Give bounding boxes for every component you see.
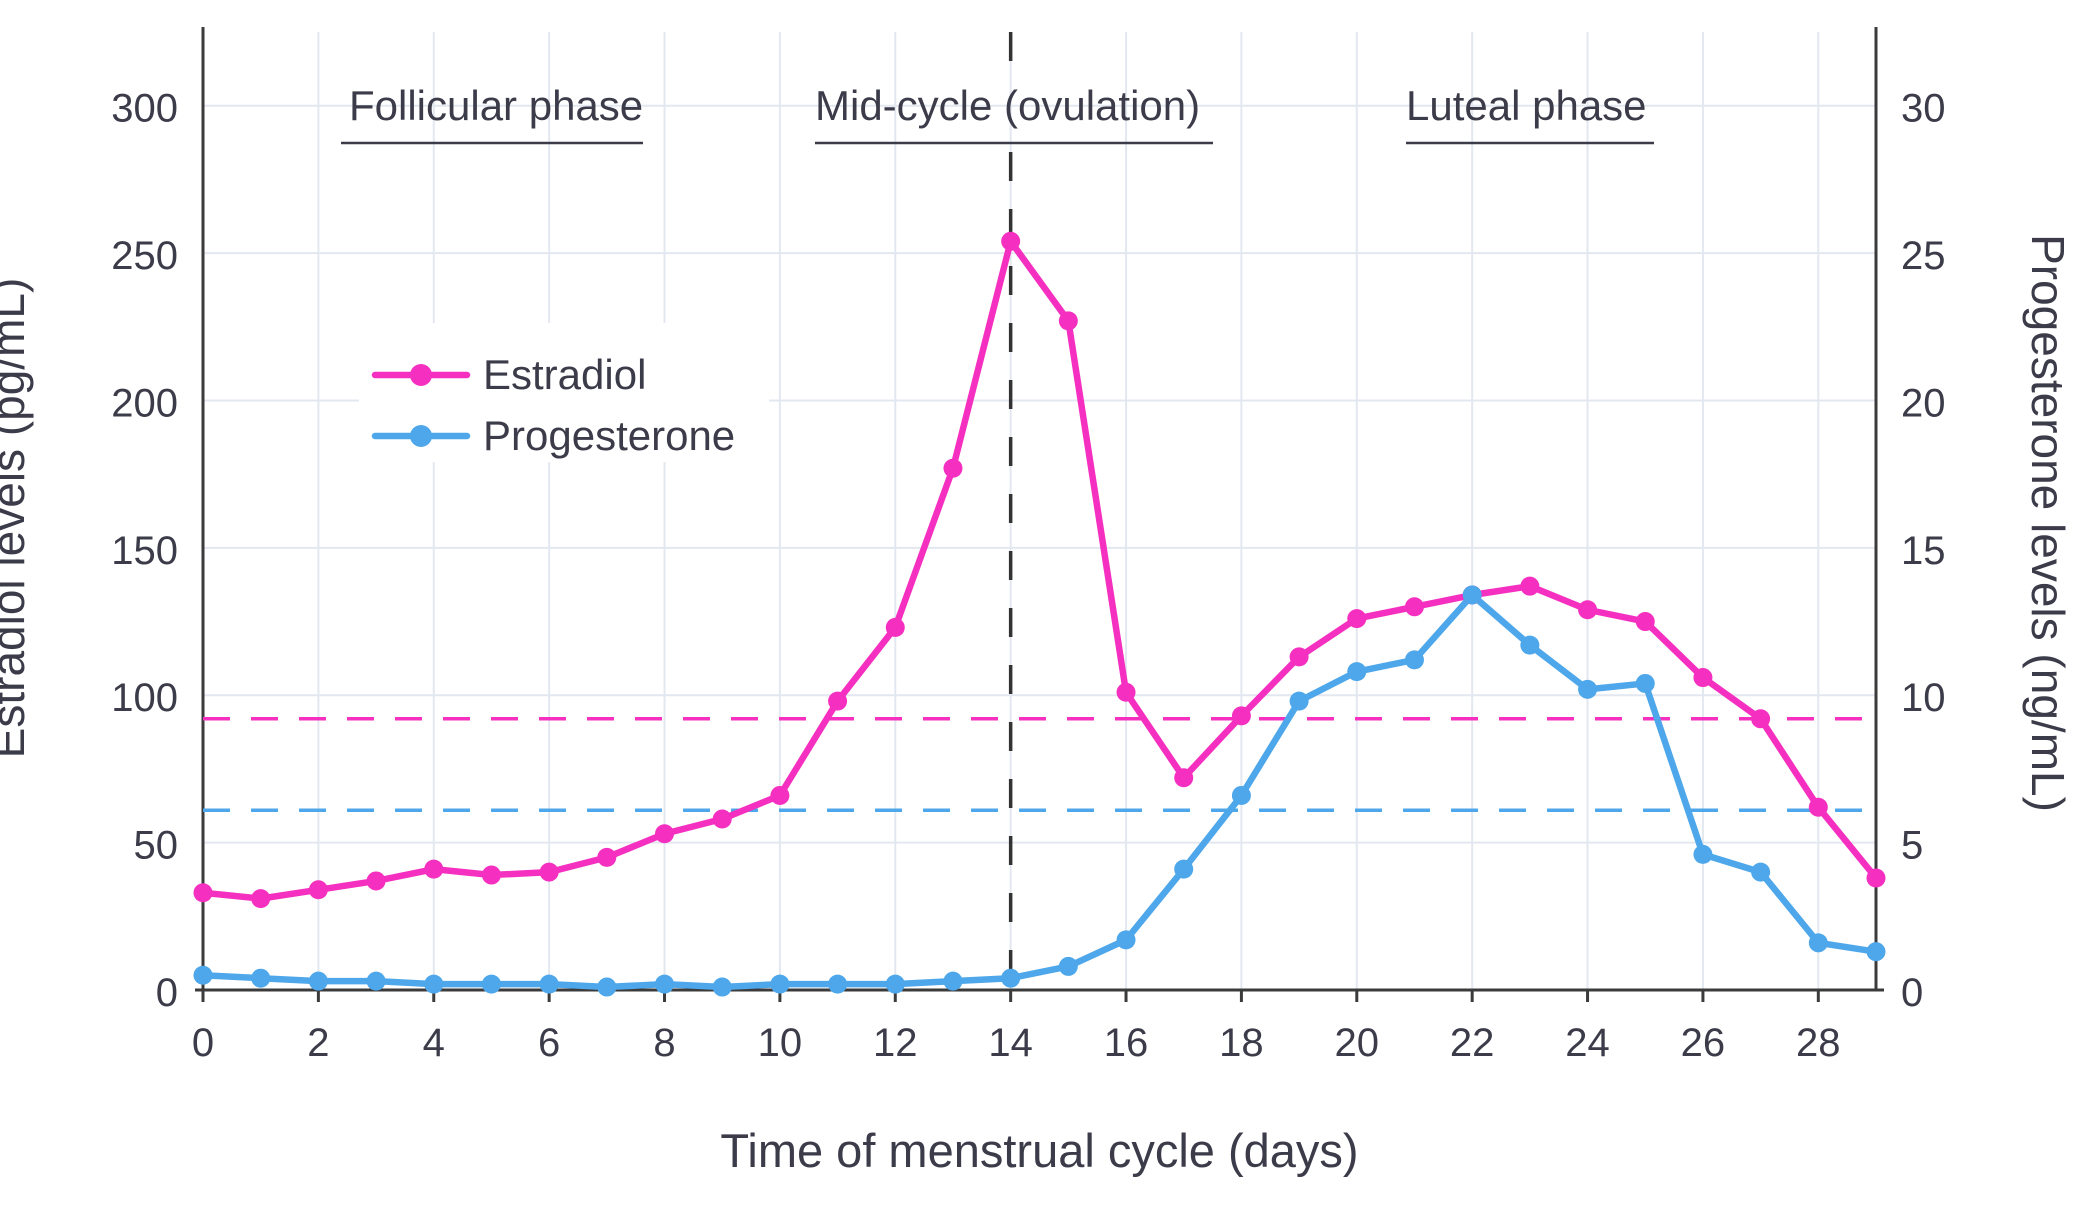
svg-text:12: 12 <box>873 1021 918 1065</box>
svg-text:Time of menstrual cycle (days): Time of menstrual cycle (days) <box>720 1124 1358 1177</box>
svg-text:22: 22 <box>1450 1021 1495 1065</box>
svg-text:6: 6 <box>538 1021 560 1065</box>
svg-text:200: 200 <box>111 381 178 425</box>
svg-text:5: 5 <box>1901 824 1923 868</box>
svg-text:Estradiol levels (pg/mL): Estradiol levels (pg/mL) <box>0 278 34 759</box>
svg-text:150: 150 <box>111 529 178 573</box>
svg-text:Progesterone levels (ng/mL): Progesterone levels (ng/mL) <box>2022 234 2074 812</box>
svg-text:10: 10 <box>1901 676 1946 720</box>
svg-text:50: 50 <box>134 824 179 868</box>
svg-text:24: 24 <box>1565 1021 1610 1065</box>
svg-text:0: 0 <box>192 1021 214 1065</box>
svg-text:Follicular phase: Follicular phase <box>349 82 643 129</box>
svg-text:250: 250 <box>111 234 178 278</box>
svg-text:0: 0 <box>156 971 178 1015</box>
svg-text:15: 15 <box>1901 529 1946 573</box>
svg-text:25: 25 <box>1901 234 1946 278</box>
svg-text:Estradiol: Estradiol <box>483 351 646 398</box>
svg-text:10: 10 <box>758 1021 803 1065</box>
svg-text:Progesterone: Progesterone <box>483 412 735 459</box>
svg-text:0: 0 <box>1901 971 1923 1015</box>
svg-text:20: 20 <box>1901 381 1946 425</box>
svg-text:14: 14 <box>988 1021 1033 1065</box>
svg-text:18: 18 <box>1219 1021 1264 1065</box>
svg-text:Mid-cycle (ovulation): Mid-cycle (ovulation) <box>815 82 1200 129</box>
svg-text:16: 16 <box>1104 1021 1149 1065</box>
svg-text:8: 8 <box>653 1021 675 1065</box>
svg-text:Luteal phase: Luteal phase <box>1406 82 1647 129</box>
svg-text:300: 300 <box>111 87 178 131</box>
svg-text:100: 100 <box>111 676 178 720</box>
svg-text:4: 4 <box>423 1021 445 1065</box>
svg-text:2: 2 <box>307 1021 329 1065</box>
svg-text:30: 30 <box>1901 87 1946 131</box>
svg-text:28: 28 <box>1796 1021 1841 1065</box>
svg-text:20: 20 <box>1335 1021 1380 1065</box>
svg-text:26: 26 <box>1681 1021 1726 1065</box>
